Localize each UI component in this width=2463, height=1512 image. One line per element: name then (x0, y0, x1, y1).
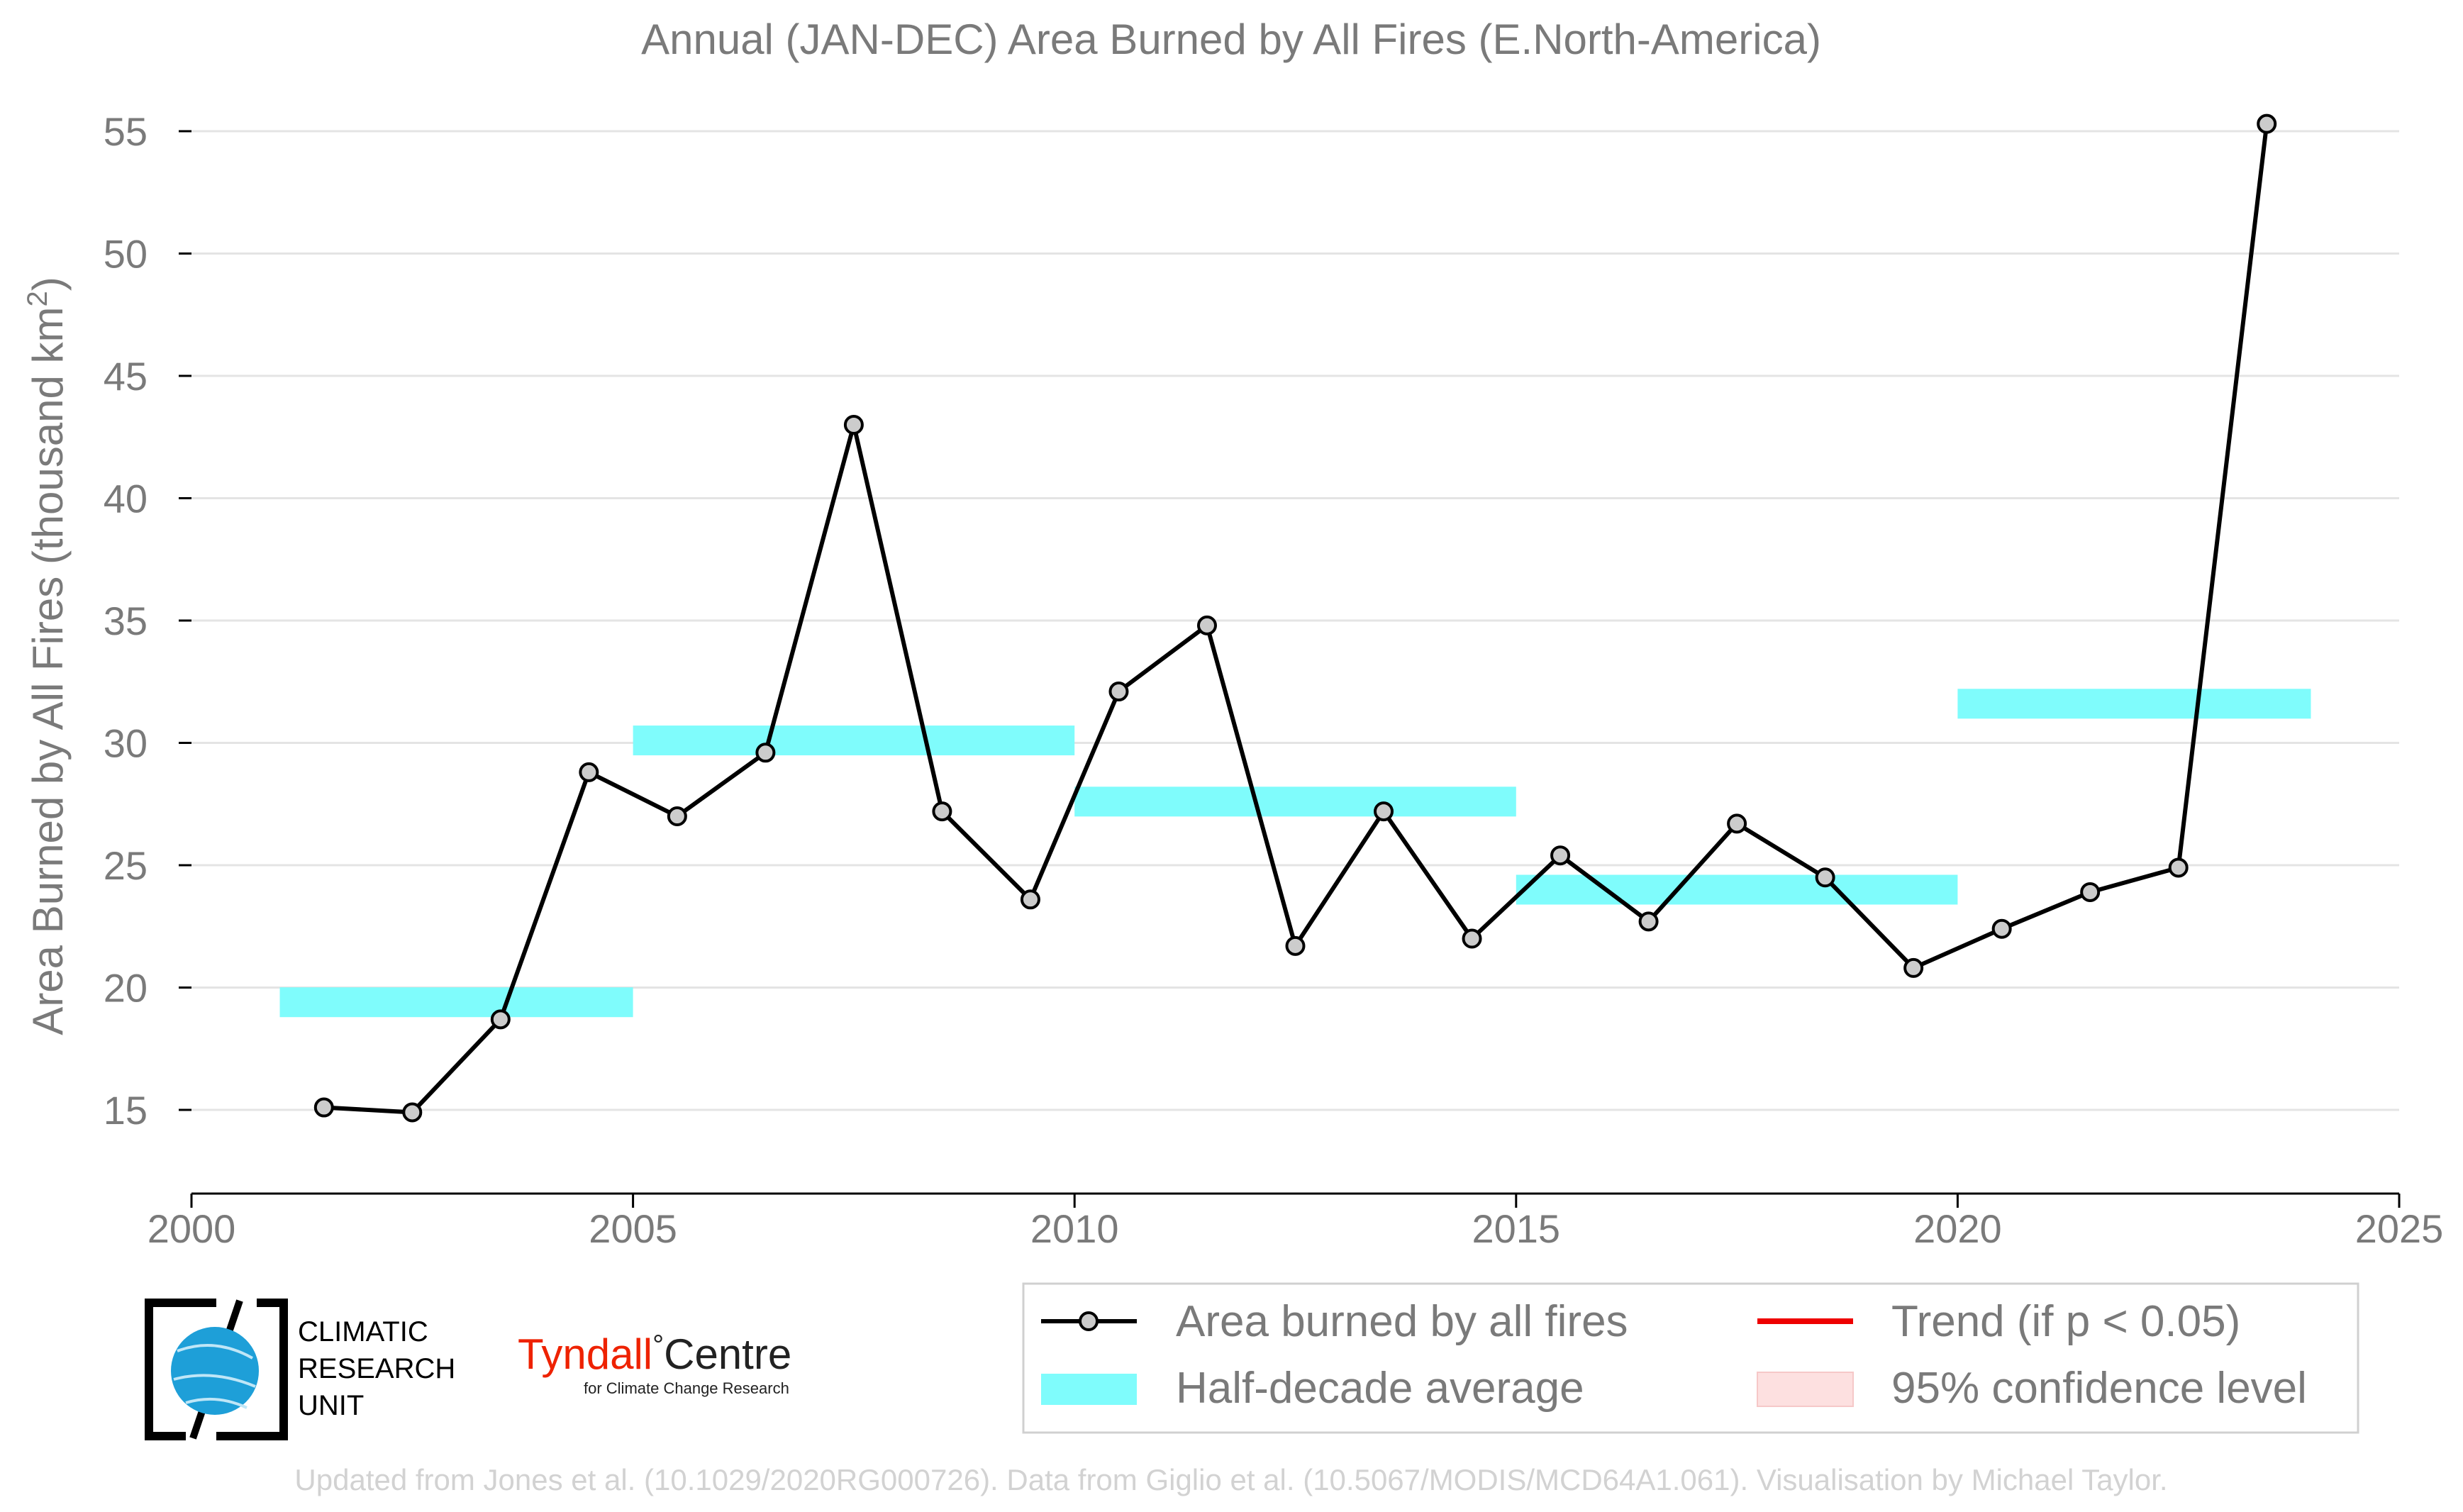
tyndall-wordmark: Tyndall°Centre (518, 1330, 791, 1378)
tyndall-centre: Centre (664, 1330, 791, 1378)
y-tick-label: 40 (104, 477, 148, 521)
data-point (2080, 882, 2101, 902)
x-axis-ticks: 2000 2005 2010 2015 2020 2025 (148, 1194, 2444, 1251)
data-point (313, 1097, 334, 1118)
y-tick-label: 35 (104, 599, 148, 643)
y-tick-label: 20 (104, 966, 148, 1011)
globe-icon-lines (173, 1344, 256, 1409)
footer-credits: Updated from Jones et al. (10.1029/2020R… (294, 1463, 2167, 1496)
data-point (932, 801, 952, 822)
y-axis-label-superscript: 2 (22, 291, 53, 306)
y-tick-label: 30 (104, 721, 148, 766)
half-decade-average-bars (279, 689, 2311, 1018)
cru-text-line-3: UNIT (298, 1390, 364, 1421)
legend-label-trend: Trend (if p < 0.05) (1891, 1297, 2240, 1346)
y-axis-ticks: 15 20 25 30 35 40 45 50 55 (104, 109, 191, 1133)
x-tick-label: 2015 (1472, 1206, 1561, 1251)
legend: Area burned by all fires Trend (if p < 0… (1022, 1282, 2359, 1434)
tyndall-subtitle: for Climate Change Research (584, 1379, 789, 1397)
y-tick-label: 15 (104, 1088, 148, 1133)
data-point (1196, 615, 1217, 635)
x-tick-label: 2000 (148, 1206, 236, 1251)
legend-label-confidence: 95% confidence level (1891, 1364, 2307, 1413)
legend-average-band-icon (1041, 1374, 1137, 1405)
legend-label-average: Half-decade average (1176, 1364, 1584, 1413)
half-decade-average-bar (1957, 689, 2311, 719)
globe-icon (171, 1327, 259, 1415)
y-axis-label: Area Burned by All Fires (thousand km2) (22, 277, 72, 1035)
cru-logo: CLIMATIC RESEARCH UNIT (145, 1299, 455, 1440)
data-point (1903, 957, 1924, 978)
data-point (1108, 682, 1129, 702)
y-tick-label: 50 (104, 232, 148, 277)
x-tick-label: 2025 (2355, 1206, 2444, 1251)
legend-label-series: Area burned by all fires (1176, 1297, 1628, 1346)
data-point (1462, 928, 1482, 949)
half-decade-average-bar (633, 726, 1075, 756)
data-point (1374, 801, 1394, 822)
data-point (1815, 867, 1835, 888)
tyndall-degree: ° (652, 1330, 664, 1361)
legend-series-marker-icon (1079, 1311, 1099, 1331)
chart-title: Annual (JAN-DEC) Area Burned by All Fire… (641, 16, 1821, 63)
series-line (323, 123, 2269, 1115)
y-axis-label-close: ) (24, 277, 72, 291)
cru-logo-frame (145, 1299, 288, 1440)
y-tick-label: 45 (104, 354, 148, 399)
data-point (843, 415, 864, 435)
y-tick-label: 55 (104, 109, 148, 154)
data-point (402, 1102, 423, 1123)
data-point (1020, 889, 1040, 910)
x-tick-label: 2005 (589, 1206, 677, 1251)
data-point (1638, 911, 1659, 932)
data-point (1550, 845, 1571, 866)
series-area-burned (313, 113, 2277, 1123)
tyndall-logo: Tyndall°Centre for Climate Change Resear… (518, 1330, 791, 1397)
x-tick-label: 2020 (1913, 1206, 2002, 1251)
half-decade-average-bar (1516, 874, 1958, 905)
y-axis-label-text: Area Burned by All Fires (thousand km (24, 307, 72, 1035)
data-point (667, 806, 687, 826)
legend-box (1022, 1282, 2359, 1434)
legend-confidence-patch-icon (1757, 1372, 1854, 1407)
half-decade-average-bar (1074, 786, 1516, 817)
y-tick-label: 25 (104, 843, 148, 888)
cru-text-line-1: CLIMATIC (298, 1316, 428, 1347)
data-point (579, 762, 599, 782)
data-point (2257, 113, 2277, 134)
data-point (1727, 813, 1747, 834)
data-point (1285, 935, 1306, 956)
cru-text-line-2: RESEARCH (298, 1353, 455, 1384)
data-point (2168, 857, 2189, 878)
data-point (490, 1009, 511, 1030)
data-point (1991, 918, 2012, 939)
x-tick-label: 2010 (1030, 1206, 1119, 1251)
half-decade-average-bar (279, 987, 633, 1018)
tyndall-name: Tyndall (518, 1330, 652, 1378)
data-point (755, 743, 776, 763)
